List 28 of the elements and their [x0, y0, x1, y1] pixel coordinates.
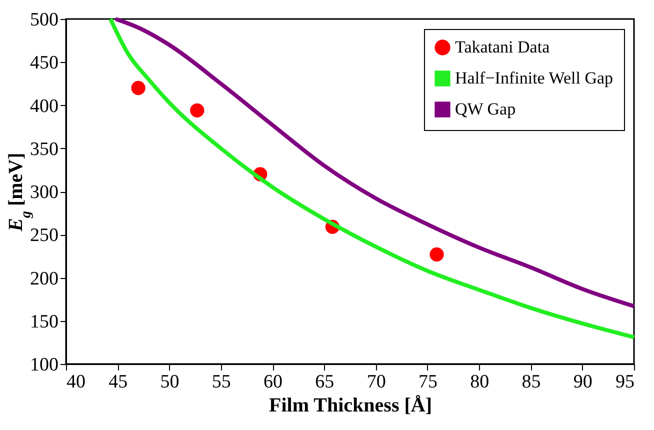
x-tick-label: 40: [66, 372, 86, 392]
point: [131, 80, 146, 96]
legend-label: Half−Infinite Well Gap: [455, 68, 614, 88]
y-tick-label: 450: [30, 52, 58, 74]
legend-label: Takatani Data: [455, 38, 550, 56]
x-tick-label: 65: [315, 372, 334, 392]
x-tick-label: 70: [366, 372, 386, 392]
y-tick-label: 100: [30, 354, 58, 376]
x-tick-label: 85: [522, 372, 541, 392]
x-axis-title: Film Thickness [Å]: [269, 394, 432, 416]
y-tick-label: 500: [30, 10, 58, 30]
y-tick-label: 150: [30, 311, 58, 332]
point: [190, 103, 204, 118]
x-tick-label: 80: [470, 372, 490, 392]
y-tick-label: 300: [30, 182, 58, 203]
y-tick-label: 400: [30, 96, 58, 117]
y-tick-label: 350: [30, 138, 58, 160]
y-tick-label: 250: [30, 225, 58, 246]
x-tick-label: 90: [573, 372, 592, 392]
x-tick-label: 95: [616, 372, 634, 392]
x-tick-label: 50: [160, 372, 180, 392]
point: [430, 247, 444, 262]
x-tick-label: 55: [212, 372, 231, 392]
x-tick-label: 60: [264, 372, 283, 392]
x-tick-label: 75: [418, 372, 438, 392]
x-tick-label: 45: [108, 372, 128, 392]
y-tick-label: 200: [30, 268, 58, 290]
legend-label: QW Gap: [455, 100, 516, 118]
